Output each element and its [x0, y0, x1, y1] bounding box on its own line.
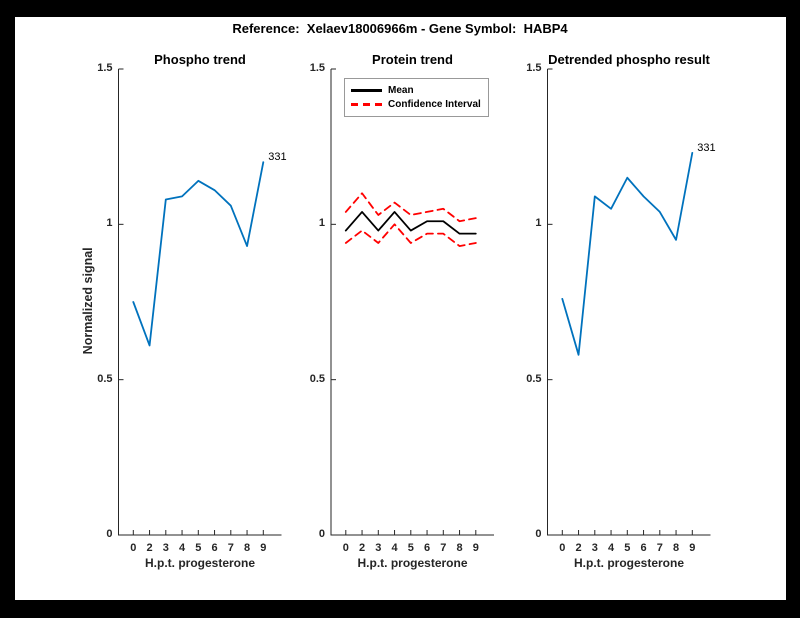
figure-background — [15, 17, 786, 600]
